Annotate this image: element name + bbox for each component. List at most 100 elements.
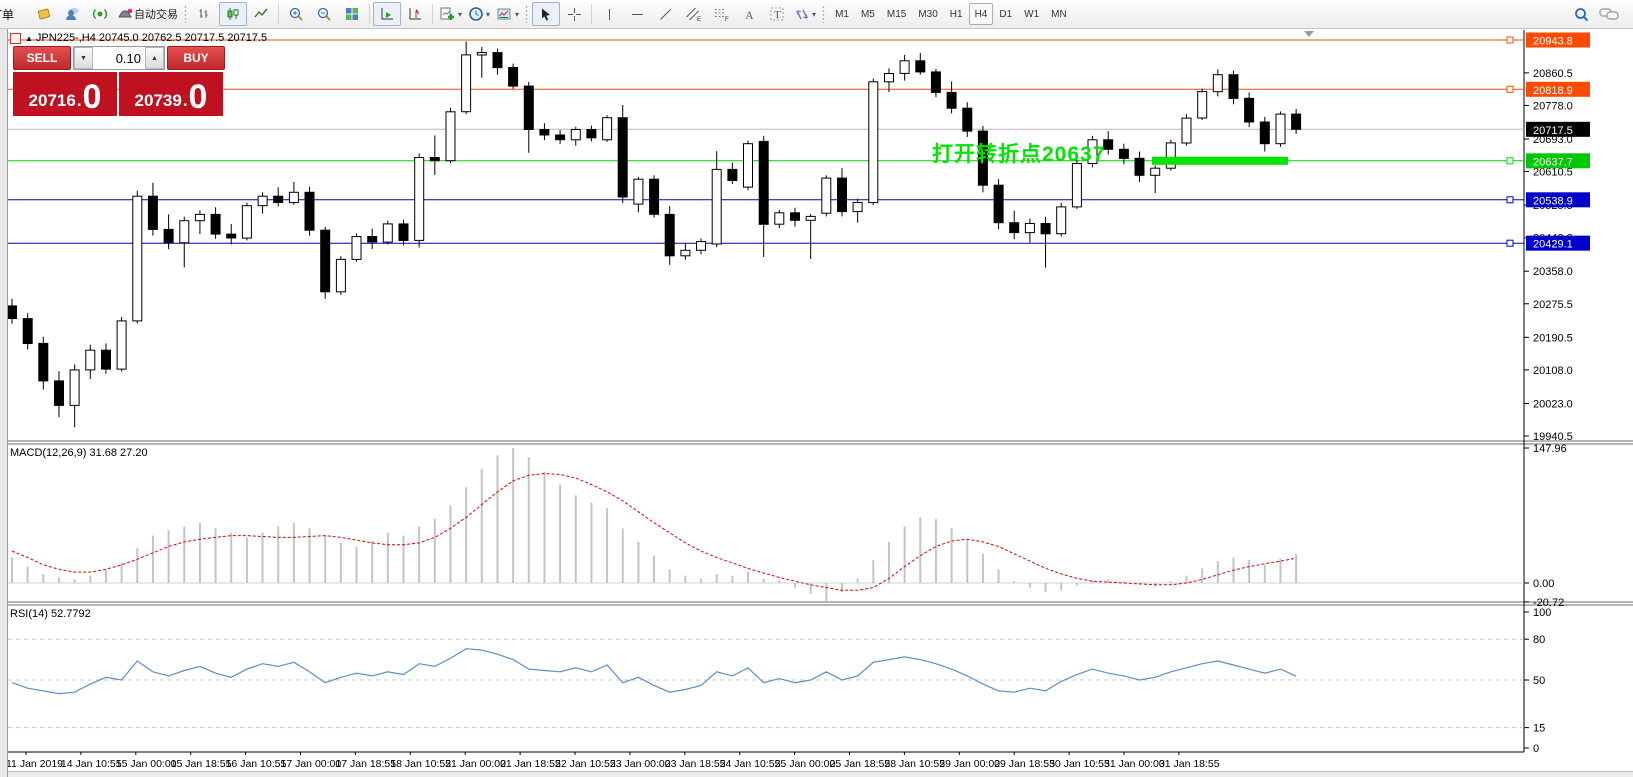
candle-body <box>351 236 362 260</box>
timeframe-button-m30[interactable]: M30 <box>918 8 938 20</box>
volume-decrease-button[interactable]: ▼ <box>74 47 93 69</box>
line-endpoint-marker[interactable] <box>1506 85 1514 93</box>
svg-text:F: F <box>725 17 729 22</box>
community-icon[interactable] <box>58 2 86 26</box>
auto-trading-button[interactable]: 自动交易 <box>114 2 181 26</box>
new-order-button[interactable]: 订单 <box>0 7 15 22</box>
chat-icon[interactable] <box>1595 2 1623 26</box>
shapes-button[interactable]: ▾ <box>791 2 819 26</box>
candle-body <box>54 380 64 406</box>
candle-body <box>711 168 722 245</box>
toolbar-grip <box>525 5 530 23</box>
chart-shift-button[interactable] <box>401 2 429 26</box>
text-button[interactable]: A <box>735 2 763 26</box>
time-axis-label: 14 Jan 10:55 <box>61 758 122 770</box>
horizontal-line-button[interactable] <box>623 2 651 26</box>
bar-chart-button[interactable] <box>191 2 219 26</box>
chart-window-icon[interactable] <box>10 32 21 44</box>
volume-input[interactable]: 0.10 <box>93 47 145 69</box>
price-line-badge-label: 20429.1 <box>1533 239 1573 251</box>
zoom-in-button[interactable] <box>282 2 310 26</box>
price-line-badge <box>1526 81 1590 97</box>
svg-text:E: E <box>697 17 701 22</box>
sell-price-frac: 0 <box>82 78 102 117</box>
price-tick-label: 19940.5 <box>1533 431 1573 443</box>
candle-body <box>132 195 143 322</box>
timeframe-button-m1[interactable]: M1 <box>835 8 849 20</box>
tile-windows-button[interactable] <box>338 2 366 26</box>
crosshair-button[interactable] <box>560 2 588 26</box>
toolbar-separator <box>369 4 370 24</box>
buy-price-main: 20739 <box>134 91 182 110</box>
candle-body <box>523 85 534 130</box>
timeframe-button-m5[interactable]: M5 <box>860 8 875 20</box>
candle-body <box>602 117 613 141</box>
line-endpoint-marker[interactable] <box>1506 239 1514 247</box>
candle-body <box>22 318 33 345</box>
timeframe-button-h4[interactable]: H4 <box>968 3 994 25</box>
timeframe-button-w1[interactable]: W1 <box>1024 8 1040 20</box>
chart-shift-marker-icon[interactable] <box>1304 31 1314 37</box>
line-chart-button[interactable] <box>247 2 275 26</box>
signal-icon[interactable] <box>86 2 114 26</box>
text-label-button[interactable]: T <box>763 2 791 26</box>
time-axis-label: 15 Jan 00:00 <box>116 758 177 770</box>
candle-body <box>7 305 17 319</box>
candle-body <box>163 228 174 244</box>
sell-price-box[interactable]: 20716. 0 <box>13 72 117 116</box>
candle-body <box>1259 121 1270 145</box>
vertical-line-button[interactable] <box>595 2 623 26</box>
cursor-button[interactable] <box>532 2 561 26</box>
status-strip <box>0 771 1633 777</box>
market-watch-icon[interactable] <box>30 2 58 26</box>
equidistant-channel-button[interactable]: E <box>679 2 707 26</box>
buy-button[interactable]: BUY <box>167 46 225 70</box>
trendline-button[interactable] <box>651 2 679 26</box>
periods-button[interactable]: ▾ <box>465 2 493 26</box>
sell-button[interactable]: SELL <box>13 46 71 70</box>
auto-scroll-button[interactable] <box>373 2 401 26</box>
candle-body <box>508 67 519 87</box>
macd-axis-label: -20.72 <box>1533 597 1564 609</box>
time-axis-label: 28 Jan 10:55 <box>884 758 945 770</box>
timeframe-button-m15[interactable]: M15 <box>886 8 907 20</box>
line-endpoint-marker[interactable] <box>1506 157 1514 165</box>
price-tick-label: 20358.0 <box>1533 266 1573 278</box>
support-highlight-segment[interactable] <box>1152 156 1288 165</box>
candle-body <box>335 258 346 293</box>
time-axis-label: 17 Jan 00:00 <box>281 758 342 770</box>
candle-body <box>680 249 691 257</box>
one-click-trading-panel: SELL ▼ 0.10 ▲ BUY 20716. 0 20739. 0 <box>13 46 225 116</box>
svg-text:T: T <box>774 9 781 21</box>
candle-body <box>257 195 268 207</box>
line-endpoint-marker[interactable] <box>1506 36 1514 44</box>
volume-increase-button[interactable]: ▲ <box>145 47 164 69</box>
chart-text-annotation[interactable]: 打开转折点20637 <box>932 143 1106 166</box>
zoom-out-button[interactable] <box>310 2 338 26</box>
timeframe-button-h1[interactable]: H1 <box>949 8 963 20</box>
candle-body <box>1291 113 1302 130</box>
candle-body <box>1212 74 1223 93</box>
rsi-axis-label: 80 <box>1533 634 1545 646</box>
candlestick-chart-button[interactable] <box>219 2 247 26</box>
candle-body <box>398 223 409 241</box>
time-axis-label: 25 Jan 18:55 <box>830 758 891 770</box>
buy-price-box[interactable]: 20739. 0 <box>119 72 223 116</box>
price-line-badge-label: 20637.7 <box>1533 156 1573 168</box>
fibonacci-button[interactable]: F <box>707 2 735 26</box>
templates-button[interactable]: ▾ <box>493 2 522 26</box>
candle-body <box>288 191 299 204</box>
main-toolbar: 订单 自动交易 <box>0 0 1633 29</box>
macd-signal-line <box>11 472 1297 591</box>
search-icon[interactable] <box>1567 2 1595 26</box>
chart-menu-arrow-icon[interactable]: ▲ <box>25 33 33 43</box>
timeframe-button-mn[interactable]: MN <box>1051 8 1067 20</box>
toolbar-separator <box>591 4 593 24</box>
candle-body <box>790 212 800 221</box>
new-chart-button[interactable]: ▾ <box>436 2 465 26</box>
timeframe-button-d1[interactable]: D1 <box>999 8 1013 20</box>
candle-body <box>649 178 660 215</box>
line-endpoint-marker[interactable] <box>1506 196 1514 204</box>
rsi-axis-label: 15 <box>1533 723 1545 735</box>
